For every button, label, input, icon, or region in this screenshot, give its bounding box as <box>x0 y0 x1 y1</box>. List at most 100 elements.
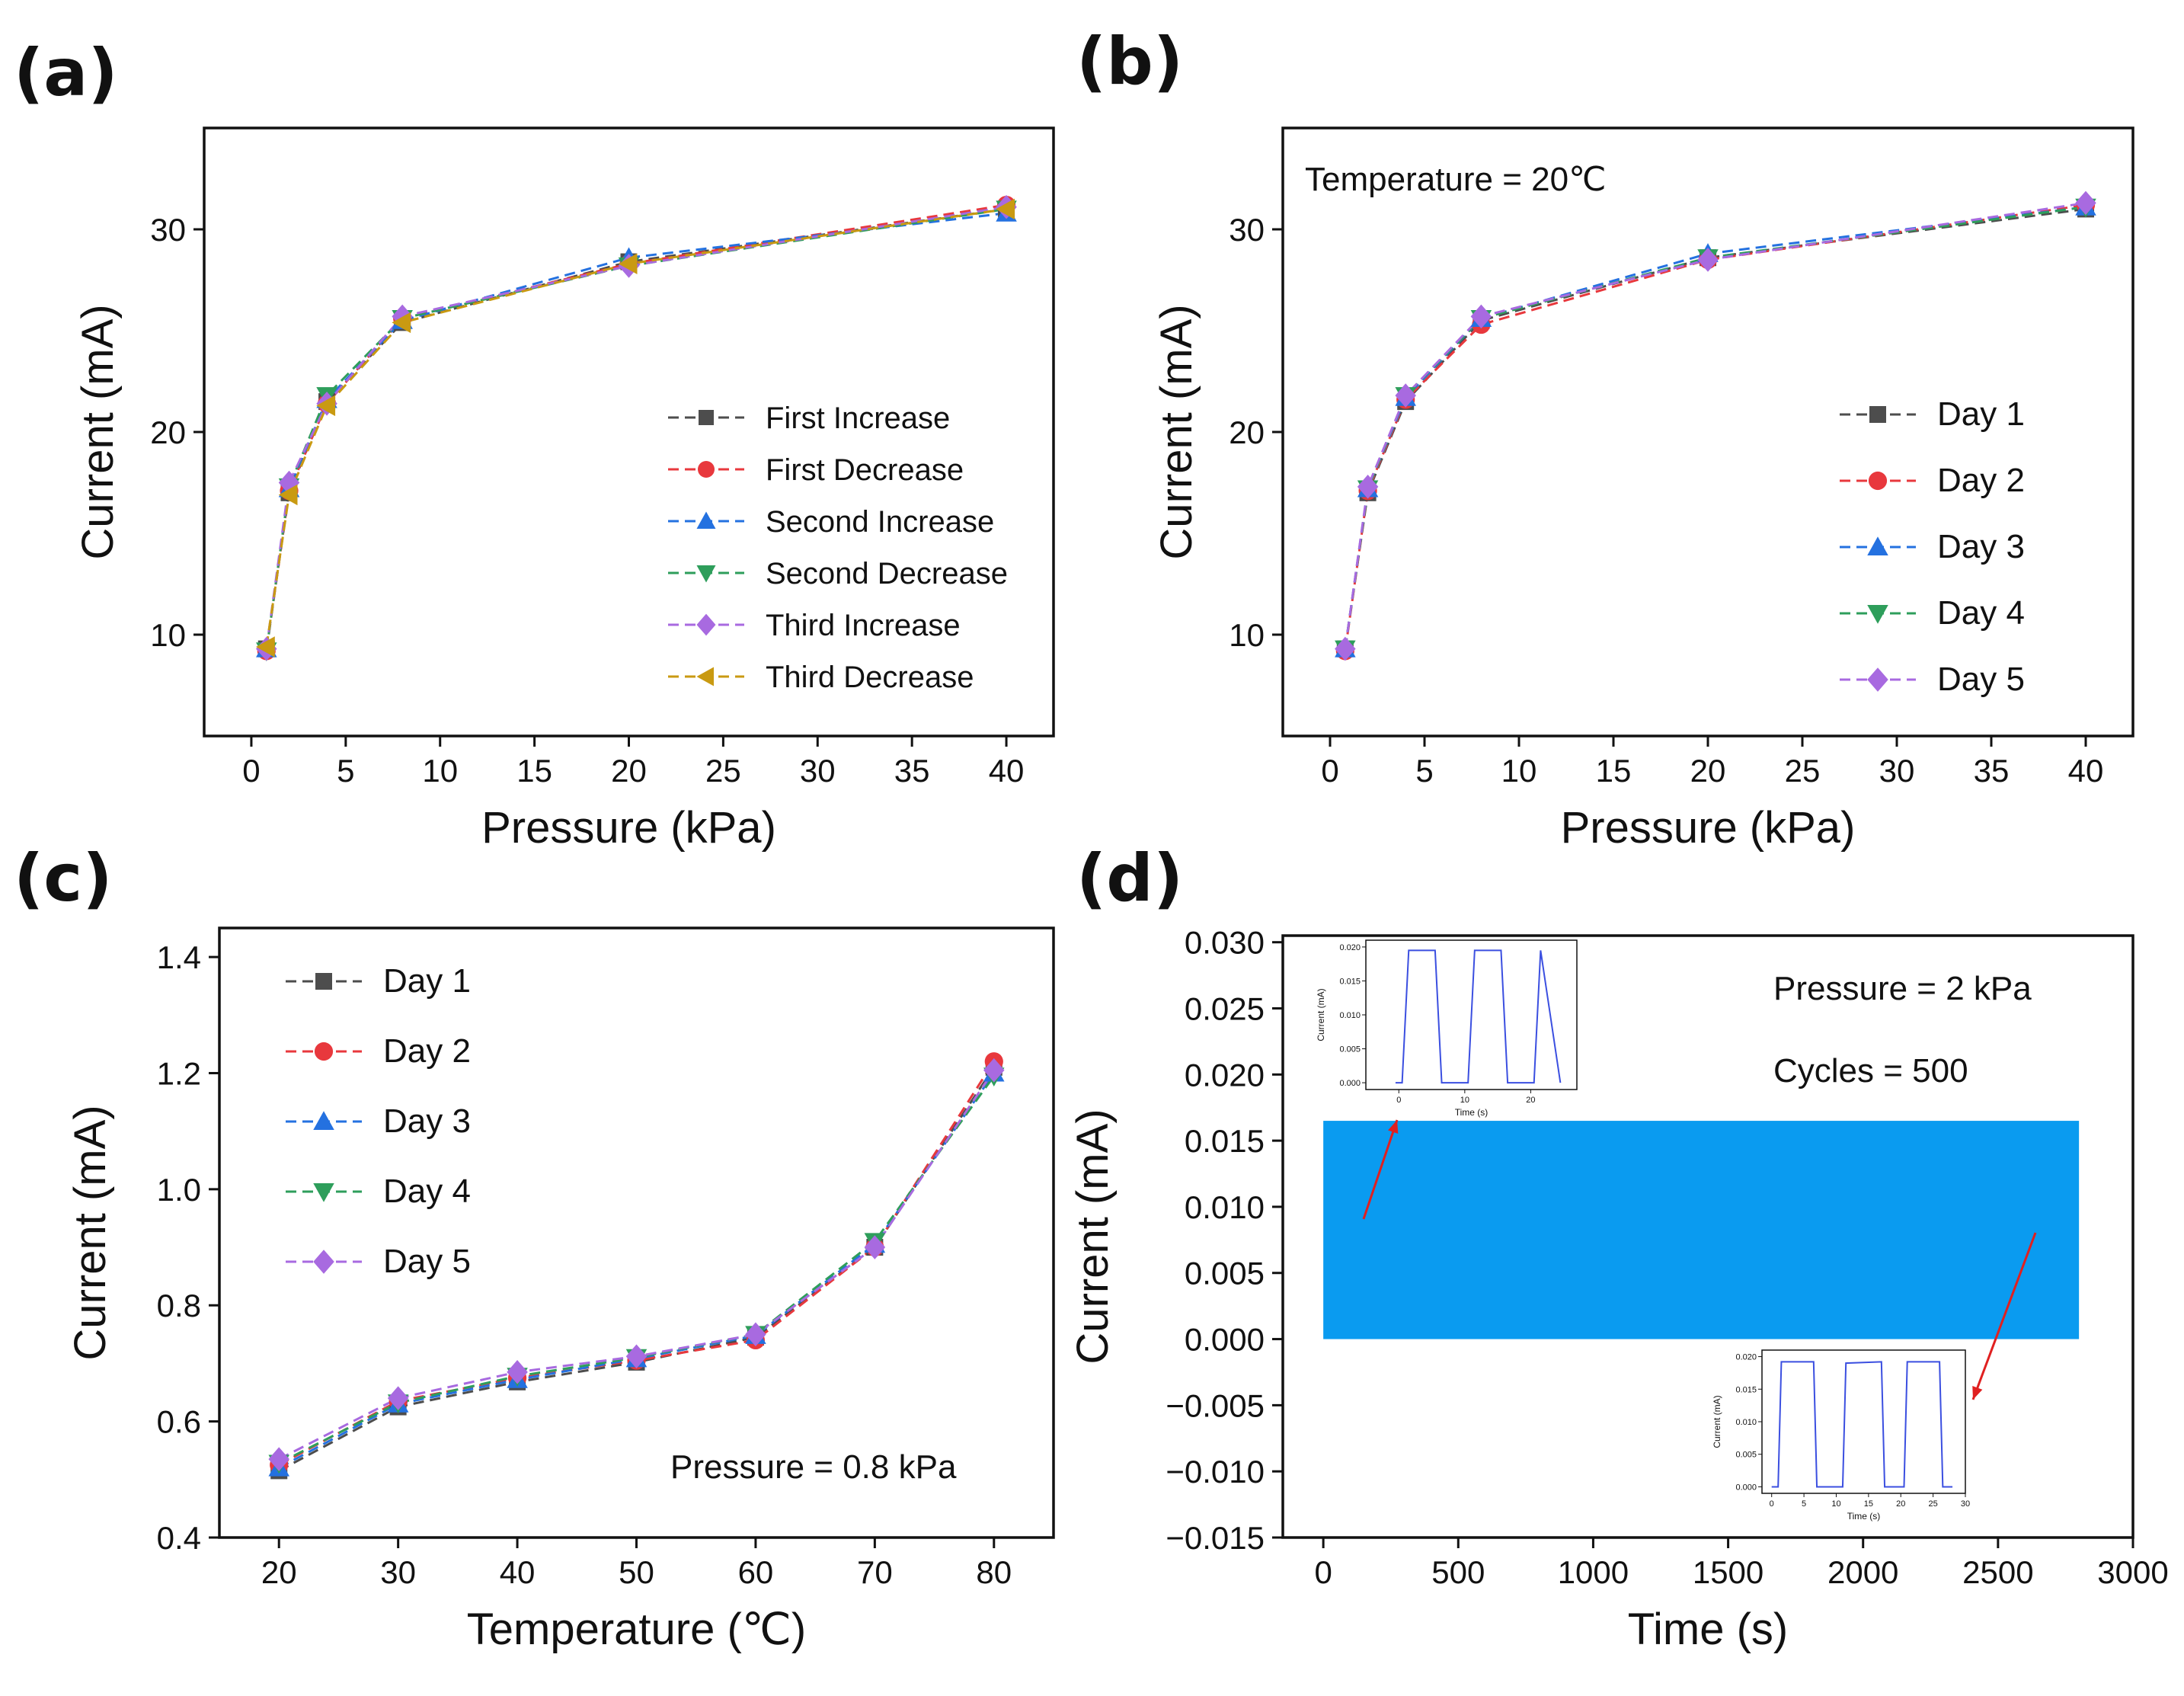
x-tick-label: 0 <box>242 753 260 789</box>
data-point <box>996 198 1015 220</box>
inset-frame <box>1761 1349 1966 1494</box>
x-tick-label: 2000 <box>1827 1554 1898 1590</box>
x-tick-label: 1500 <box>1693 1554 1764 1590</box>
inset-x-tick-label: 15 <box>1864 1499 1873 1509</box>
annotation-pressure-d: Pressure = 2 kPa <box>1773 970 2032 1007</box>
x-tick-label: 25 <box>705 753 741 789</box>
legend-marker <box>696 613 716 636</box>
legend-marker <box>1867 536 1888 555</box>
legend-marker <box>699 410 714 425</box>
arrow-head <box>1388 1120 1399 1134</box>
legend-label: Third Decrease <box>766 661 974 694</box>
inset-y-tick-label: 0.010 <box>1735 1418 1757 1427</box>
inset-x-tick-label: 30 <box>1961 1499 1970 1509</box>
plot-frame <box>1281 934 2134 1539</box>
inset-y-tick-label: 0.000 <box>1339 1079 1361 1088</box>
y-tick-label: 0.6 <box>157 1404 201 1440</box>
arrow-head <box>1972 1386 1983 1400</box>
x-tick-label: 10 <box>1501 753 1537 789</box>
x-tick-label: 3000 <box>2097 1554 2168 1590</box>
legend-label: Second Decrease <box>766 557 1008 590</box>
y-tick-label: 0.015 <box>1185 1123 1265 1159</box>
x-tick-label: 40 <box>500 1554 536 1590</box>
x-tick-label: 5 <box>337 753 354 789</box>
data-point <box>392 312 411 334</box>
panel-letter-d: (d) <box>1076 840 1183 917</box>
legend-label: Day 3 <box>1937 528 2025 565</box>
inset-x-title: Time (s) <box>1847 1511 1881 1522</box>
y-tick-label: 0.8 <box>157 1288 201 1323</box>
panel-b-chart: 0 5 10 15 20 25 30 35 40 10 20 30 Pressure (kPa) Curr… <box>1152 126 2134 853</box>
inset-x-tick-label: 0 <box>1770 1499 1774 1509</box>
legend-label: Third Increase <box>766 609 961 642</box>
inset-y-tick-label: 0.020 <box>1339 943 1361 952</box>
inset-y-title: Current (mA) <box>1316 988 1326 1041</box>
x-tick-label: 25 <box>1785 753 1821 789</box>
x-tick-label: 60 <box>738 1554 774 1590</box>
data-point <box>316 395 336 417</box>
inset-signal-line <box>1771 1361 1953 1488</box>
arrow-shaft <box>1362 1119 1399 1220</box>
panel-d-chart: 0 500 1000 1500 2000 2500 30000.0300.0250.0200… <box>1068 925 2169 1654</box>
x-axis-title: Time (s) <box>1628 1605 1788 1654</box>
arrow-shaft <box>1971 1232 2037 1400</box>
x-tick-label: 35 <box>1974 753 2010 789</box>
legend-label: First Increase <box>766 402 950 435</box>
inset-signal-line <box>1395 949 1562 1084</box>
series-line <box>265 206 1007 649</box>
data-point <box>1357 475 1379 499</box>
series-line <box>1344 207 2086 649</box>
y-tick-label: 10 <box>1229 617 1265 653</box>
legend-marker <box>313 1111 334 1130</box>
y-tick-label: 30 <box>150 212 186 248</box>
x-tick-label: 70 <box>857 1554 893 1590</box>
signal-band <box>1323 1121 2080 1339</box>
inset-x-title: Time (s) <box>1455 1107 1489 1118</box>
y-tick-label: 30 <box>1229 212 1265 248</box>
x-tick-label: 0 <box>1314 1554 1332 1590</box>
x-tick-label: 30 <box>800 753 836 789</box>
y-tick-label: 20 <box>150 414 186 450</box>
legend-label: Day 1 <box>383 962 471 1000</box>
inset-x-tick-label: 5 <box>1802 1499 1806 1509</box>
x-tick-label: 30 <box>380 1554 416 1590</box>
legend-label: Day 2 <box>383 1032 471 1070</box>
inset-x-tick-label: 10 <box>1831 1499 1840 1509</box>
legend-label: Day 2 <box>1937 462 2025 499</box>
data-point <box>625 1344 648 1369</box>
x-tick-label: 500 <box>1431 1554 1485 1590</box>
data-point <box>278 484 298 506</box>
data-point <box>507 1360 528 1384</box>
data-point <box>1470 304 1492 329</box>
inset-y-tick-label: 0.020 <box>1735 1353 1757 1362</box>
series-line <box>265 207 1007 648</box>
legend-marker <box>1867 605 1888 624</box>
panel-letter-a: (a) <box>14 35 118 111</box>
x-axis-title: Pressure (kPa) <box>1561 803 1856 853</box>
x-tick-label: 1000 <box>1558 1554 1629 1590</box>
y-tick-label: 20 <box>1229 414 1265 450</box>
y-tick-label: 0.025 <box>1185 990 1265 1026</box>
inset-y-tick-label: 0.005 <box>1735 1451 1757 1460</box>
series-line <box>265 207 1007 649</box>
y-axis-title: Current (mA) <box>1152 304 1201 559</box>
annotation-pressure-c: Pressure = 0.8 kPa <box>670 1448 957 1486</box>
inset-x-tick-label: 20 <box>1526 1096 1535 1105</box>
legend-marker <box>698 461 715 478</box>
legend-label: Day 1 <box>1937 395 2025 433</box>
y-axis-title: Current (mA) <box>73 304 123 559</box>
x-tick-label: 5 <box>1415 753 1433 789</box>
x-tick-label: 15 <box>1596 753 1632 789</box>
x-tick-label: 20 <box>261 1554 297 1590</box>
inset-y-tick-label: 0.015 <box>1735 1385 1757 1394</box>
legend-marker <box>1867 667 1888 692</box>
legend-marker <box>1868 471 1888 491</box>
legend-label: Day 3 <box>383 1102 471 1140</box>
series-line <box>1344 203 2086 651</box>
data-point <box>2075 190 2096 216</box>
annotation-cycles: Cycles = 500 <box>1773 1052 1968 1090</box>
legend-marker <box>696 511 716 529</box>
x-tick-label: 0 <box>1321 753 1338 789</box>
legend-marker <box>1869 406 1886 423</box>
legend-marker <box>314 1042 334 1061</box>
